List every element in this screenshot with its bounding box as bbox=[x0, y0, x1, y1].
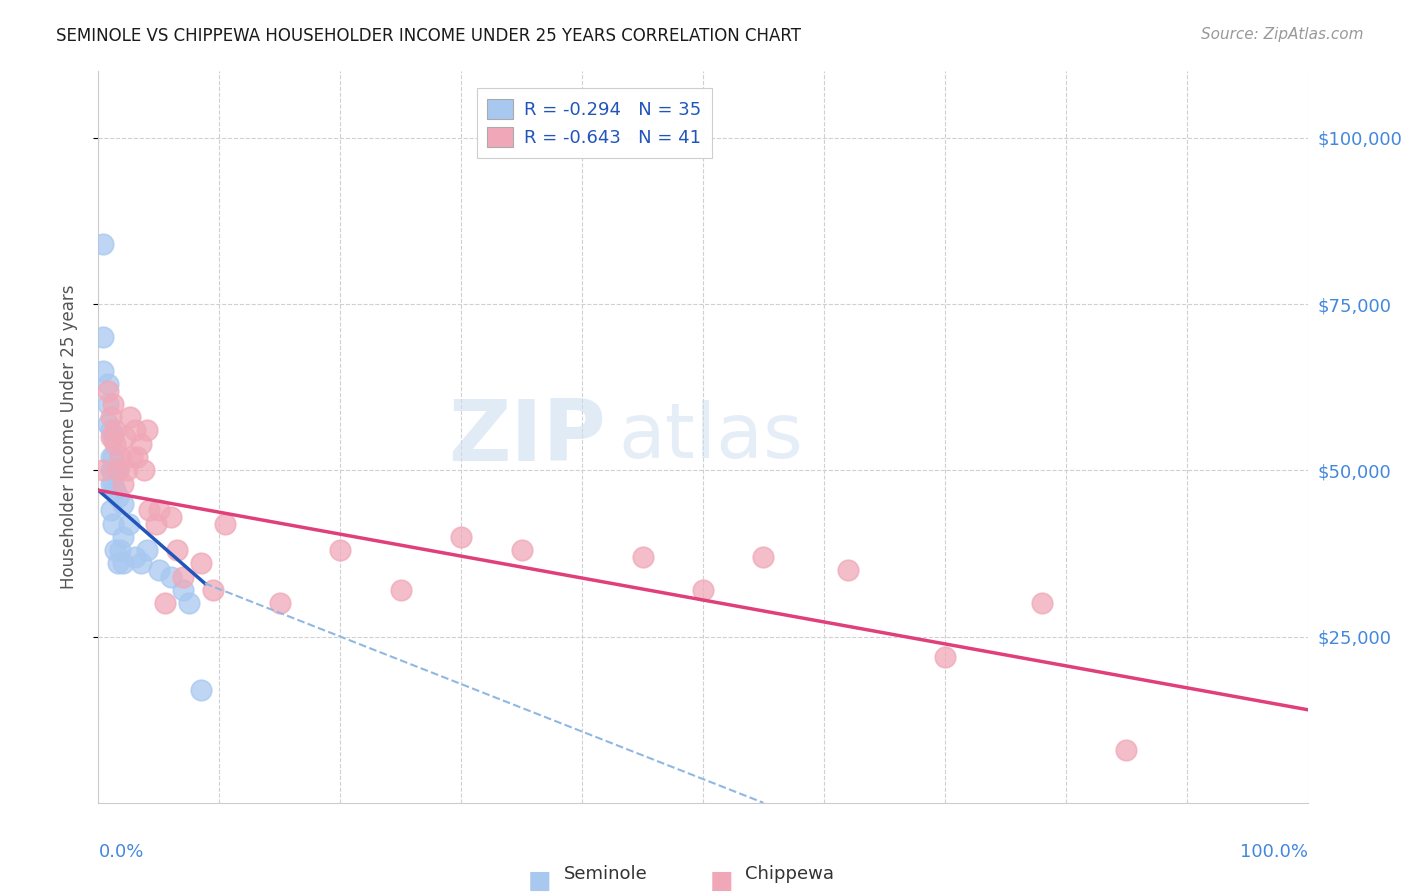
Point bbox=[148, 563, 170, 577]
Point bbox=[104, 543, 127, 558]
Text: Seminole: Seminole bbox=[564, 865, 648, 883]
Point bbox=[172, 570, 194, 584]
Point bbox=[269, 596, 291, 610]
Point bbox=[135, 543, 157, 558]
Point bbox=[160, 570, 183, 584]
Point bbox=[202, 582, 225, 597]
Point bbox=[97, 384, 120, 398]
Text: atlas: atlas bbox=[619, 401, 803, 474]
Point bbox=[389, 582, 412, 597]
Point bbox=[510, 543, 533, 558]
Point bbox=[190, 682, 212, 697]
Point bbox=[101, 516, 124, 531]
Point bbox=[101, 397, 124, 411]
Point bbox=[104, 424, 127, 438]
Point bbox=[97, 417, 120, 431]
Text: Chippewa: Chippewa bbox=[745, 865, 834, 883]
Point bbox=[100, 463, 122, 477]
Point bbox=[104, 463, 127, 477]
Text: 0.0%: 0.0% bbox=[98, 843, 143, 861]
Point bbox=[190, 557, 212, 571]
Legend: R = -0.294   N = 35, R = -0.643   N = 41: R = -0.294 N = 35, R = -0.643 N = 41 bbox=[477, 87, 711, 158]
Text: ■: ■ bbox=[709, 869, 733, 892]
Point bbox=[91, 330, 114, 344]
Point bbox=[1031, 596, 1053, 610]
Point bbox=[114, 430, 136, 444]
Text: SEMINOLE VS CHIPPEWA HOUSEHOLDER INCOME UNDER 25 YEARS CORRELATION CHART: SEMINOLE VS CHIPPEWA HOUSEHOLDER INCOME … bbox=[56, 27, 801, 45]
Point bbox=[934, 649, 956, 664]
Point bbox=[100, 503, 122, 517]
Point bbox=[108, 450, 131, 464]
Point bbox=[124, 424, 146, 438]
Point bbox=[104, 436, 127, 450]
Point bbox=[91, 237, 114, 252]
Point bbox=[100, 410, 122, 425]
Y-axis label: Householder Income Under 25 years: Householder Income Under 25 years bbox=[59, 285, 77, 590]
Point bbox=[160, 509, 183, 524]
Point bbox=[752, 549, 775, 564]
Point bbox=[91, 463, 114, 477]
Text: ZIP: ZIP bbox=[449, 395, 606, 479]
Point bbox=[118, 410, 141, 425]
Point bbox=[179, 596, 201, 610]
Text: ■: ■ bbox=[527, 869, 551, 892]
Point bbox=[145, 516, 167, 531]
Point bbox=[631, 549, 654, 564]
Point bbox=[121, 450, 143, 464]
Point bbox=[129, 436, 152, 450]
Point bbox=[101, 463, 124, 477]
Point bbox=[692, 582, 714, 597]
Point bbox=[148, 503, 170, 517]
Point bbox=[100, 450, 122, 464]
Point bbox=[100, 430, 122, 444]
Point bbox=[97, 376, 120, 391]
Point bbox=[101, 476, 124, 491]
Point bbox=[118, 516, 141, 531]
Point bbox=[108, 543, 131, 558]
Point bbox=[104, 483, 127, 498]
Point bbox=[1115, 742, 1137, 756]
Point bbox=[100, 424, 122, 438]
Text: 100.0%: 100.0% bbox=[1240, 843, 1308, 861]
Point bbox=[127, 450, 149, 464]
Point bbox=[329, 543, 352, 558]
Point bbox=[107, 463, 129, 477]
Point bbox=[138, 503, 160, 517]
Point bbox=[107, 557, 129, 571]
Point bbox=[101, 450, 124, 464]
Point bbox=[101, 430, 124, 444]
Point bbox=[124, 549, 146, 564]
Point bbox=[97, 397, 120, 411]
Point bbox=[111, 530, 134, 544]
Point bbox=[117, 463, 139, 477]
Point bbox=[111, 497, 134, 511]
Point bbox=[111, 557, 134, 571]
Point bbox=[134, 463, 156, 477]
Point bbox=[837, 563, 859, 577]
Point bbox=[153, 596, 176, 610]
Point bbox=[450, 530, 472, 544]
Point bbox=[107, 490, 129, 504]
Point bbox=[91, 363, 114, 377]
Point bbox=[129, 557, 152, 571]
Point bbox=[100, 476, 122, 491]
Point bbox=[166, 543, 188, 558]
Text: Source: ZipAtlas.com: Source: ZipAtlas.com bbox=[1201, 27, 1364, 42]
Point bbox=[172, 582, 194, 597]
Point bbox=[107, 463, 129, 477]
Point bbox=[135, 424, 157, 438]
Point bbox=[111, 476, 134, 491]
Point bbox=[214, 516, 236, 531]
